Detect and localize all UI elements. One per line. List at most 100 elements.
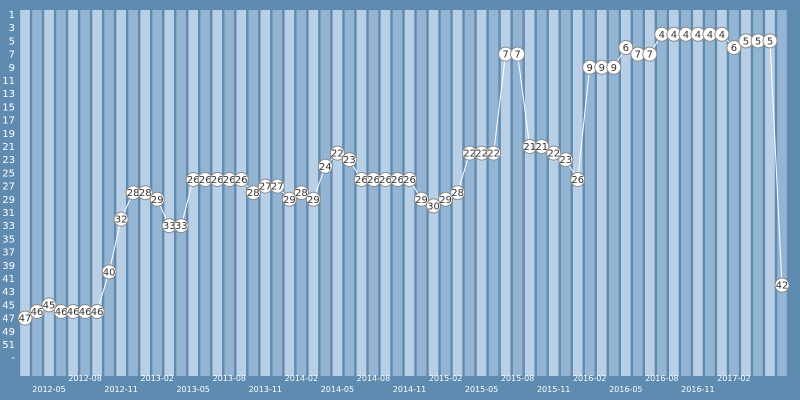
data-label: 9	[611, 63, 617, 74]
data-point	[426, 198, 441, 214]
data-label: 46	[31, 307, 44, 318]
y-tick-label: 9	[9, 63, 15, 74]
data-point	[762, 33, 778, 49]
column-band	[356, 10, 367, 376]
y-tick-label: 15	[2, 102, 15, 113]
column-band	[44, 10, 54, 376]
data-label: 33	[175, 221, 188, 232]
data-label: 22	[487, 149, 500, 160]
column-band	[584, 10, 595, 376]
data-point	[402, 172, 417, 187]
column-band	[20, 10, 30, 376]
column-band	[236, 10, 247, 376]
column-band	[645, 10, 655, 376]
y-tick-label: 3	[9, 23, 15, 34]
data-label: 27	[271, 182, 284, 193]
data-label: 7	[514, 50, 520, 61]
x-tick-label: 2013-11	[249, 385, 282, 394]
data-point	[113, 211, 129, 227]
column-band	[476, 10, 487, 376]
y-tick-label: 19	[2, 129, 15, 140]
data-label: 5	[755, 36, 761, 47]
data-label: 5	[743, 36, 749, 47]
column-band	[741, 10, 751, 376]
data-point	[450, 185, 466, 201]
data-label: 29	[283, 195, 296, 206]
data-label: 7	[502, 50, 508, 61]
data-label: 22	[547, 149, 560, 160]
data-label: 4	[671, 30, 677, 41]
column-band	[572, 10, 583, 376]
y-tick-label: 35	[2, 234, 15, 245]
data-label: 4	[659, 30, 665, 41]
data-point	[149, 191, 165, 207]
data-label: 45	[43, 300, 56, 311]
x-tick-label: 2013-08	[213, 374, 246, 383]
data-label: 33	[163, 221, 176, 232]
y-tick-label: 1	[9, 10, 15, 21]
column-band	[212, 10, 223, 376]
data-label: 26	[379, 175, 392, 186]
data-label: 22	[475, 149, 488, 160]
y-tick-label: 33	[2, 221, 15, 232]
y-tick-label: 23	[2, 155, 15, 166]
data-point	[606, 59, 622, 75]
x-tick-label: 2015-08	[501, 374, 534, 383]
data-point	[41, 297, 57, 313]
x-tick-label: 2014-02	[285, 374, 318, 383]
data-label: 4	[683, 30, 689, 41]
column-band	[560, 10, 571, 376]
column-band	[56, 10, 66, 376]
data-point	[558, 152, 574, 168]
column-band	[753, 10, 763, 376]
column-band	[777, 10, 787, 376]
column-band	[512, 10, 523, 376]
data-point	[642, 46, 658, 62]
data-label: 26	[391, 175, 404, 186]
x-tick-label: 2016-08	[645, 374, 678, 383]
data-label: 26	[355, 175, 368, 186]
x-tick-label: 2012-11	[104, 385, 137, 394]
column-band	[116, 10, 126, 376]
column-band	[368, 10, 379, 376]
x-tick-label: 2014-05	[321, 385, 354, 394]
data-label: 46	[79, 307, 92, 318]
data-point	[293, 185, 309, 201]
column-band	[320, 10, 331, 376]
y-tick-label: 49	[2, 327, 15, 338]
column-band	[68, 10, 78, 376]
data-label: 21	[535, 142, 548, 153]
column-band	[657, 10, 667, 376]
data-label: 28	[127, 188, 140, 199]
y-tick-label: 39	[2, 261, 15, 272]
y-tick-label: 11	[2, 76, 15, 87]
data-label: 29	[151, 195, 164, 206]
y-tick-label: 27	[2, 182, 15, 193]
data-label: 7	[635, 50, 641, 61]
data-label: 30	[427, 201, 440, 212]
data-point	[137, 185, 153, 201]
data-label: 29	[439, 195, 452, 206]
data-label: 7	[647, 50, 653, 61]
data-label: 9	[599, 63, 605, 74]
data-label: 5	[767, 36, 773, 47]
data-point	[305, 191, 321, 207]
data-label: 6	[731, 43, 737, 54]
data-label: 29	[307, 195, 320, 206]
data-point	[726, 40, 742, 55]
column-band	[548, 10, 559, 376]
column-band	[380, 10, 391, 376]
y-tick-label: 5	[9, 36, 15, 47]
data-label: 23	[343, 155, 356, 166]
data-point	[173, 218, 189, 234]
x-tick-label: 2015-05	[465, 385, 498, 394]
data-point	[534, 139, 550, 154]
y-tick-label: 21	[2, 142, 15, 153]
data-point	[317, 158, 333, 174]
data-point	[414, 191, 429, 207]
data-label: 28	[451, 188, 464, 199]
column-band	[464, 10, 475, 376]
data-label: 28	[139, 188, 152, 199]
